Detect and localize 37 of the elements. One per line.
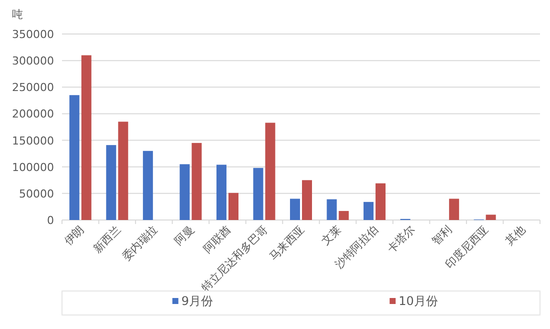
bar bbox=[338, 210, 349, 220]
bar bbox=[142, 150, 153, 220]
x-tick-label: 阿曼 bbox=[172, 222, 197, 248]
bar bbox=[376, 183, 386, 220]
bar bbox=[180, 164, 190, 220]
bar bbox=[253, 168, 264, 220]
bar bbox=[106, 145, 116, 220]
bar bbox=[290, 198, 300, 220]
bar bbox=[118, 122, 128, 220]
y-tick-label: 150000 bbox=[12, 134, 54, 148]
legend-label: 10月份 bbox=[398, 294, 438, 308]
x-tick-label: 马来西亚 bbox=[266, 222, 308, 264]
x-tick-label: 文莱 bbox=[319, 222, 344, 248]
y-tick-label: 350000 bbox=[12, 28, 54, 41]
x-tick-label: 智利 bbox=[429, 222, 454, 248]
bar bbox=[364, 202, 374, 220]
bar bbox=[302, 180, 312, 220]
x-tick-label: 卡塔尔 bbox=[384, 222, 418, 256]
bar bbox=[326, 199, 337, 220]
bar bbox=[69, 95, 80, 220]
y-tick-label: 100000 bbox=[12, 160, 54, 174]
legend-label: 9月份 bbox=[181, 294, 214, 308]
x-tick-label: 其他 bbox=[502, 222, 528, 248]
bar bbox=[449, 198, 460, 220]
bar bbox=[265, 122, 276, 220]
bar bbox=[486, 214, 496, 220]
bar bbox=[192, 142, 202, 220]
bar bbox=[228, 192, 238, 220]
y-tick-label: 300000 bbox=[12, 54, 54, 68]
bar bbox=[216, 164, 226, 220]
y-tick-label: 250000 bbox=[12, 81, 54, 94]
y-axis-title: 吨 bbox=[12, 8, 23, 21]
y-tick-label: 50000 bbox=[19, 187, 54, 200]
y-tick-label: 0 bbox=[47, 214, 54, 227]
bar bbox=[81, 55, 92, 220]
y-tick-label: 200000 bbox=[12, 108, 54, 121]
x-tick-label: 伊朗 bbox=[62, 222, 87, 248]
